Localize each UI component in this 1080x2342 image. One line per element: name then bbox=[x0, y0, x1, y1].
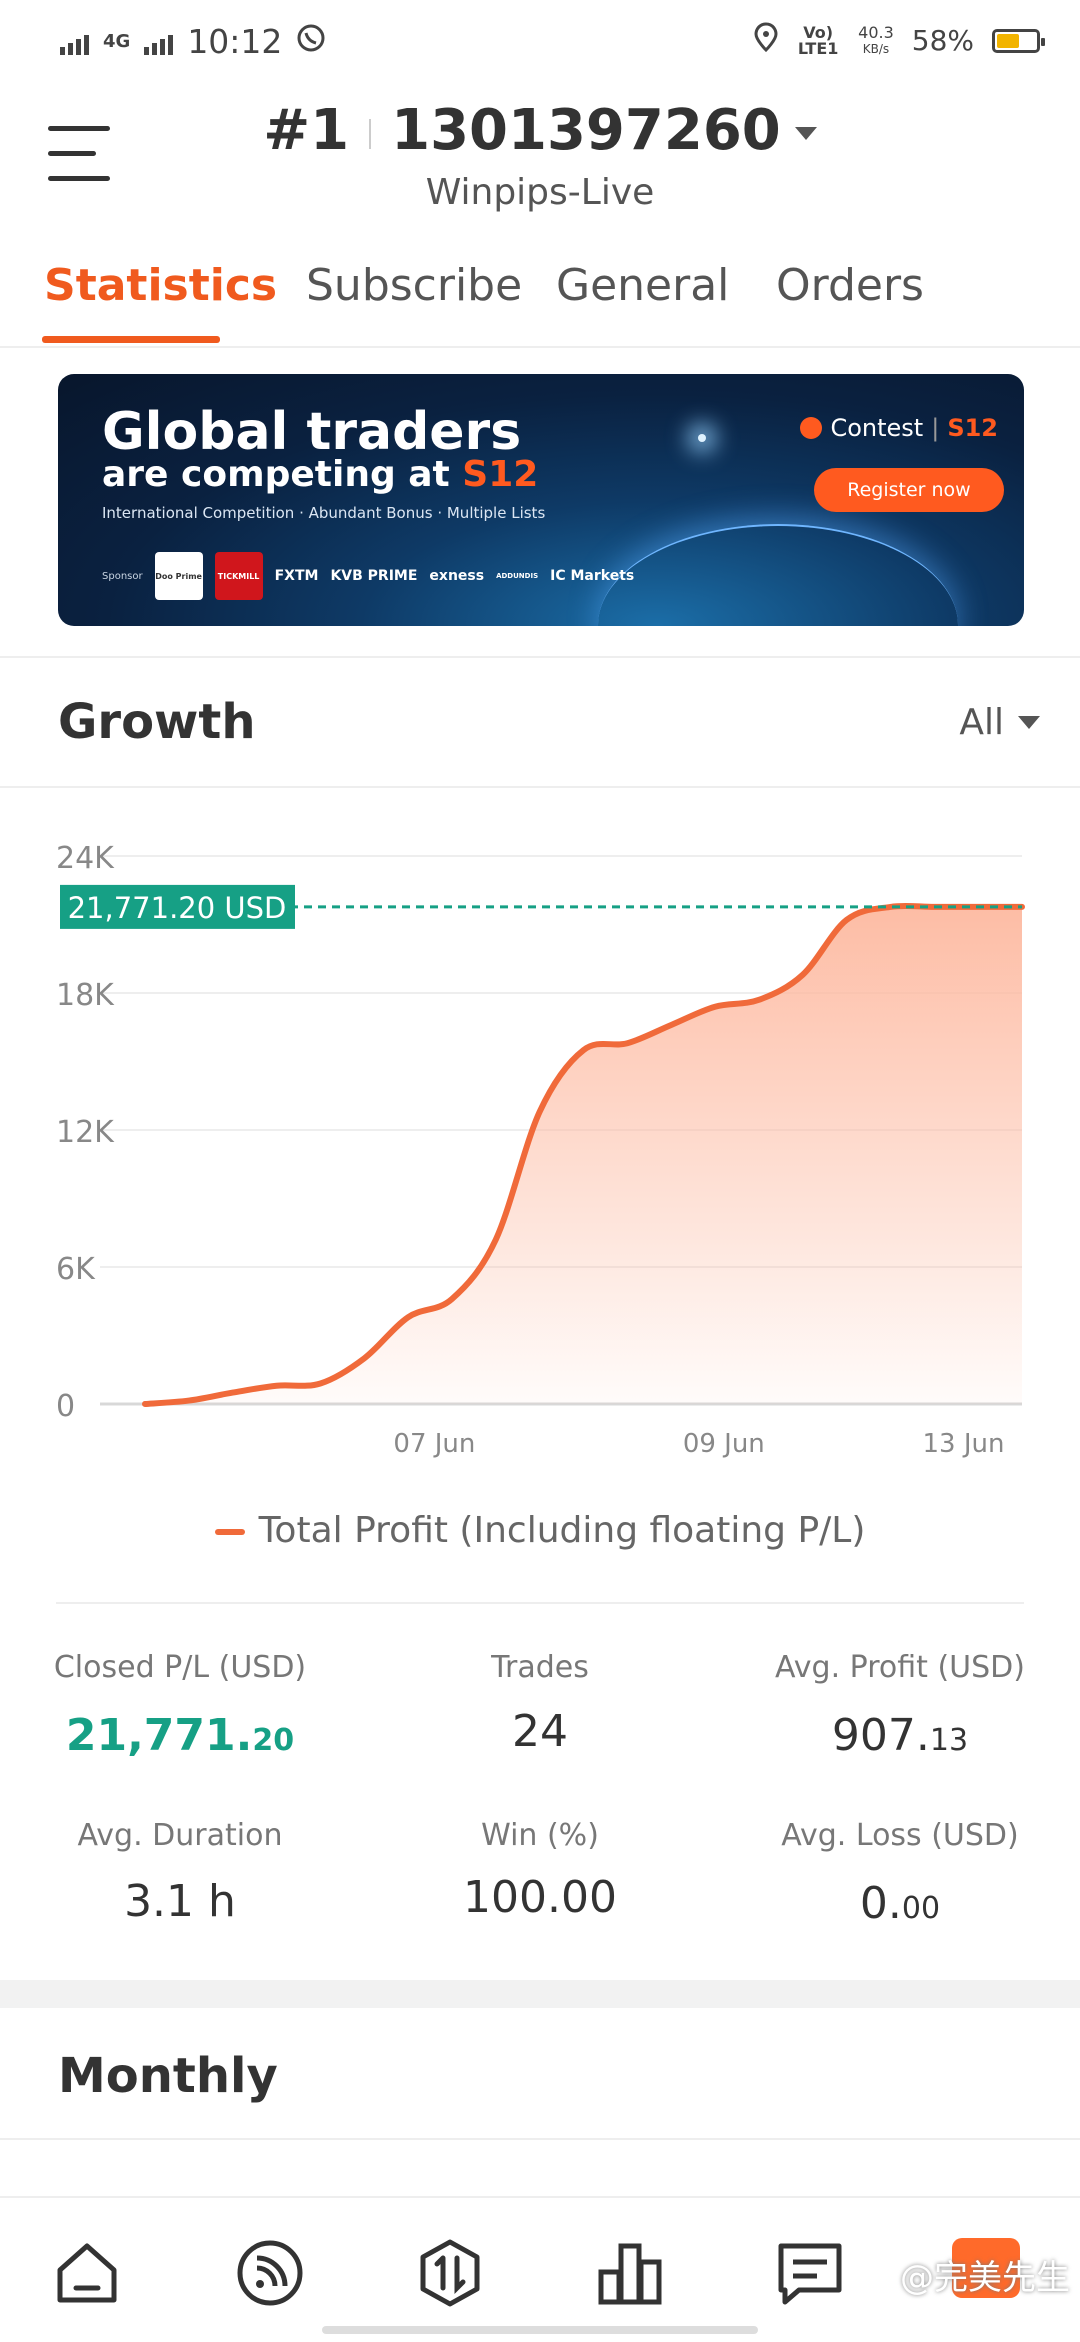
status-right: Vo) LTE1 40.3 KB/s 58% bbox=[754, 22, 1045, 59]
menu-icon bbox=[48, 126, 110, 131]
reference-label-box bbox=[60, 884, 295, 929]
account-selector[interactable]: #1 1301397260 bbox=[0, 98, 1080, 163]
tab-statistics[interactable]: Statistics bbox=[44, 260, 278, 311]
rank-chart-icon[interactable] bbox=[595, 2238, 665, 2308]
battery-fill bbox=[997, 33, 1020, 48]
speed-value: 40.3 bbox=[858, 22, 894, 42]
sponsor-logo-tickmill: TICKMILL bbox=[214, 552, 263, 600]
account-number: 1301397260 bbox=[391, 98, 781, 163]
y-tick-label: 24K bbox=[56, 841, 115, 876]
section-separator bbox=[0, 1980, 1080, 2008]
trade-icon[interactable] bbox=[415, 2238, 485, 2308]
growth-title: Growth bbox=[58, 694, 256, 750]
bottom-nav bbox=[0, 2196, 1080, 2342]
signal-icon bbox=[60, 29, 89, 55]
net-speed: 40.3 KB/s bbox=[858, 22, 894, 57]
light-flare bbox=[698, 434, 706, 442]
avg-profit-label: Avg. Profit (USD) bbox=[775, 1650, 1025, 1685]
trades-value: 24 bbox=[512, 1706, 568, 1757]
sponsor-icmarkets: IC Markets bbox=[550, 568, 635, 584]
whatsapp-icon bbox=[296, 22, 326, 61]
banner-title: Global traders bbox=[102, 402, 522, 462]
avg-duration-label: Avg. Duration bbox=[77, 1818, 283, 1853]
reference-label: 21,771.20 USD bbox=[68, 891, 287, 925]
chevron-down-icon bbox=[794, 127, 817, 141]
x-tick-label: 13 Jun bbox=[922, 1429, 1004, 1459]
sponsor-row: Sponsor Doo Prime TICKMILL FXTM KVB PRIM… bbox=[102, 552, 634, 600]
notification-badge[interactable] bbox=[952, 2238, 1020, 2298]
signal-feed-icon[interactable] bbox=[235, 2238, 305, 2308]
register-now-button[interactable]: Register now bbox=[814, 468, 1004, 512]
chart-legend: Total Profit (Including floating P/L) bbox=[0, 1510, 1080, 1551]
y-tick-label: 0 bbox=[56, 1389, 75, 1424]
x-tick-label: 07 Jun bbox=[393, 1429, 475, 1459]
location-icon bbox=[754, 22, 778, 59]
y-tick-label: 6K bbox=[56, 1252, 96, 1287]
sponsor-kvb: KVB PRIME bbox=[330, 568, 418, 584]
tab-general[interactable]: General bbox=[556, 260, 730, 311]
growth-filter[interactable]: All bbox=[959, 702, 1040, 743]
contest-label: Contest | S12 bbox=[800, 414, 998, 442]
trades-label: Trades bbox=[491, 1650, 589, 1685]
home-icon[interactable] bbox=[52, 2238, 122, 2308]
battery-percent: 58% bbox=[911, 24, 974, 57]
chevron-down-icon bbox=[1018, 716, 1040, 729]
server-name: Winpips-Live bbox=[425, 172, 655, 213]
sponsor-exness: exness bbox=[429, 568, 485, 584]
growth-chart[interactable]: 0 6K 12K 18K 24K 21,771.20 USD 07 Jun 09 Jun 13 … bbox=[0, 790, 1080, 1530]
contest-brand: S12 bbox=[947, 414, 998, 442]
divider bbox=[56, 1602, 1024, 1604]
avg-loss-value: 0.00 bbox=[859, 1878, 941, 1929]
signal-icon-2 bbox=[144, 29, 174, 55]
network-type: 4G bbox=[103, 31, 131, 52]
message-icon[interactable] bbox=[775, 2238, 845, 2308]
speed-unit: KB/s bbox=[862, 41, 890, 56]
closed-pl-value: 21,771.20 bbox=[65, 1710, 295, 1761]
profit-line bbox=[142, 902, 1025, 1407]
divider bbox=[0, 786, 1080, 788]
sponsor-fxtm: FXTM bbox=[274, 568, 319, 584]
legend-label: Total Profit (Including floating P/L) bbox=[258, 1510, 866, 1551]
stats-grid: Closed P/L (USD) 21,771.20 Trades 24 Avg… bbox=[0, 1640, 1080, 1960]
active-tab-indicator bbox=[42, 336, 220, 343]
y-tick-label: 18K bbox=[56, 978, 115, 1013]
divider bbox=[0, 2138, 1080, 2140]
win-rate-value: 100.00 bbox=[463, 1872, 617, 1923]
contest-icon bbox=[800, 417, 823, 439]
status-bar: 4G 10:12 Vo) LTE1 40.3 KB/s 58% bbox=[0, 0, 1080, 80]
sponsor-label: Sponsor bbox=[102, 570, 143, 582]
tab-orders[interactable]: Orders bbox=[776, 260, 924, 311]
monthly-title: Monthly bbox=[58, 2048, 278, 2104]
closed-pl-label: Closed P/L (USD) bbox=[53, 1650, 307, 1685]
watermark: @完美先生 bbox=[900, 2258, 1070, 2298]
rank-label: #1 bbox=[263, 98, 350, 163]
banner-title-line2: are competing at S12 bbox=[102, 454, 539, 495]
banner-subtitle: International Competition · Abundant Bon… bbox=[102, 504, 546, 522]
globe-graphic bbox=[598, 524, 958, 626]
contest-text: Contest bbox=[830, 414, 924, 442]
banner-brand: S12 bbox=[462, 454, 539, 495]
status-left: 4G 10:12 bbox=[60, 22, 326, 61]
sponsor-addundis: ADDUNDIS bbox=[496, 572, 539, 580]
win-rate-label: Win (%) bbox=[481, 1818, 599, 1853]
tab-subscribe[interactable]: Subscribe bbox=[306, 260, 523, 311]
gesture-bar[interactable] bbox=[322, 2326, 758, 2334]
sponsor-logo-doo: Doo Prime bbox=[154, 552, 203, 600]
avg-duration-value: 3.1 h bbox=[124, 1876, 236, 1927]
profit-area bbox=[145, 905, 1022, 1404]
tab-bar: Statistics Subscribe General Orders bbox=[0, 250, 1080, 348]
x-tick-label: 09 Jun bbox=[683, 1429, 765, 1459]
battery-icon bbox=[992, 28, 1045, 53]
legend-swatch bbox=[214, 1529, 245, 1535]
avg-loss-label: Avg. Loss (USD) bbox=[781, 1818, 1019, 1853]
divider bbox=[0, 656, 1080, 658]
y-tick-label: 12K bbox=[56, 1115, 115, 1150]
volte-indicator: Vo) LTE1 bbox=[797, 22, 839, 58]
menu-button[interactable] bbox=[48, 126, 110, 184]
filter-value: All bbox=[959, 702, 1004, 743]
avg-profit-value: 907.13 bbox=[831, 1710, 969, 1761]
clock: 10:12 bbox=[187, 22, 283, 61]
promo-banner[interactable]: Global traders are competing at S12 Inte… bbox=[58, 374, 1024, 626]
